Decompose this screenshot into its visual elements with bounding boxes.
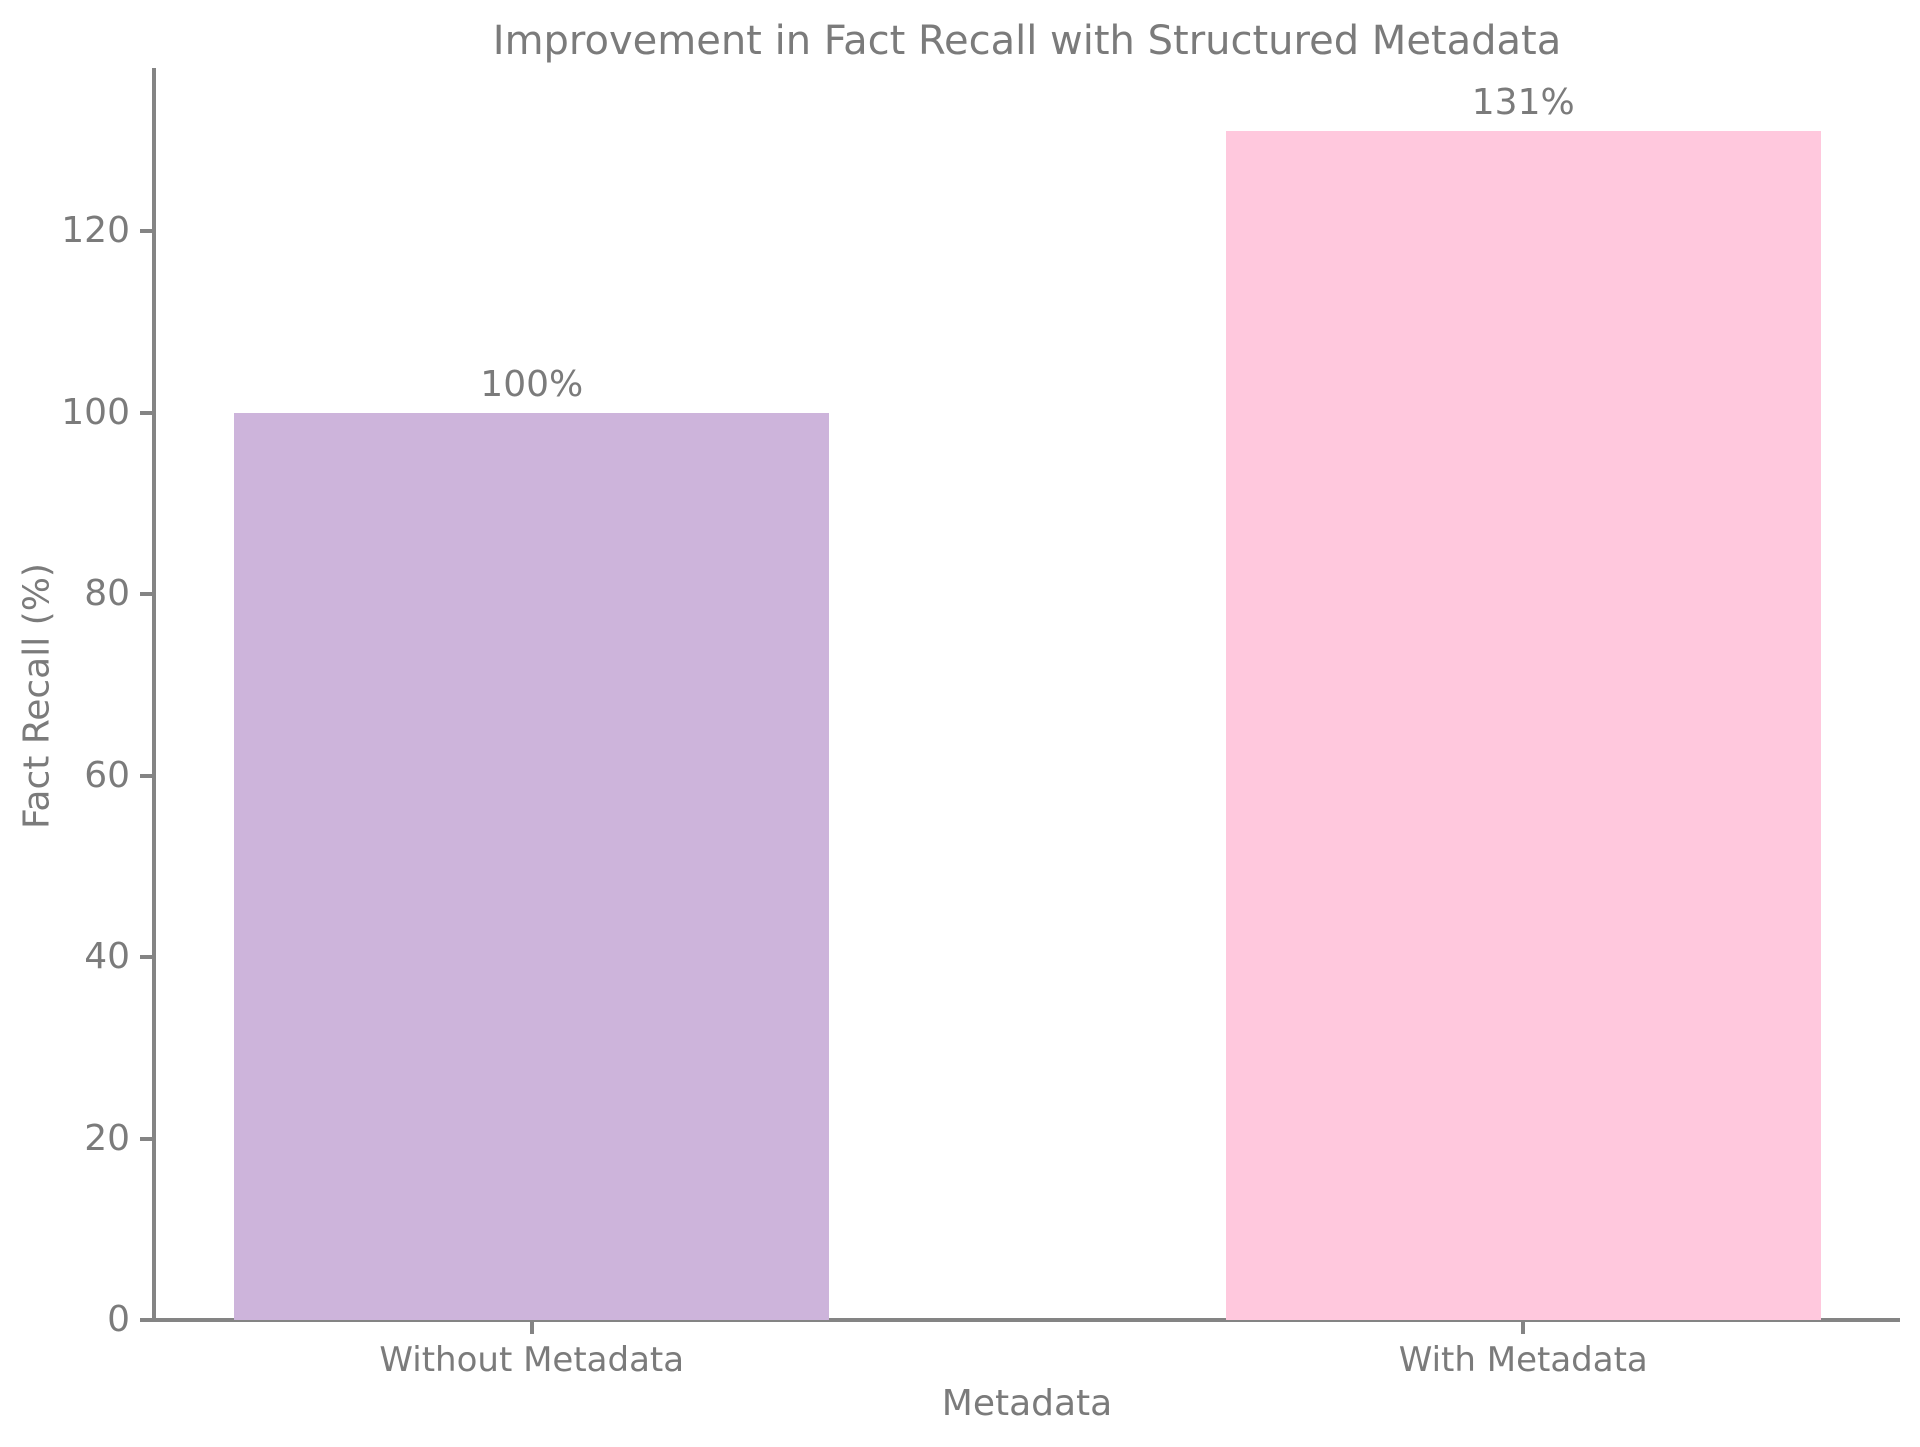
x-axis-label: Metadata bbox=[941, 1383, 1113, 1424]
bar-value-label: 131% bbox=[1471, 82, 1575, 124]
x-tick-label: Without Metadata bbox=[379, 1340, 685, 1380]
y-tick-mark bbox=[140, 592, 152, 597]
x-tick-mark bbox=[1521, 1322, 1526, 1334]
y-tick-mark bbox=[140, 955, 152, 960]
chart-title: Improvement in Fact Recall with Structur… bbox=[492, 18, 1562, 64]
x-axis-spine bbox=[152, 1318, 1900, 1322]
y-tick-label: 80 bbox=[84, 573, 130, 615]
x-tick-mark bbox=[529, 1322, 534, 1334]
y-axis-label: Fact Recall (%) bbox=[16, 563, 58, 829]
y-tick-mark bbox=[140, 229, 152, 234]
y-tick-mark bbox=[140, 773, 152, 778]
y-tick-label: 40 bbox=[84, 936, 130, 978]
y-tick-mark bbox=[140, 410, 152, 415]
y-tick-label: 120 bbox=[61, 210, 130, 252]
bar-with-metadata bbox=[1225, 131, 1821, 1320]
y-tick-label: 100 bbox=[61, 391, 130, 433]
bar-value-label: 100% bbox=[480, 363, 584, 405]
y-tick-mark bbox=[140, 1136, 152, 1141]
bar-without-metadata bbox=[234, 412, 830, 1320]
y-tick-mark bbox=[140, 1318, 152, 1322]
y-tick-label: 60 bbox=[84, 754, 130, 796]
x-tick-label: With Metadata bbox=[1398, 1340, 1648, 1380]
y-tick-label: 0 bbox=[107, 1299, 130, 1340]
y-tick-label: 20 bbox=[84, 1117, 130, 1159]
y-axis-spine bbox=[152, 68, 156, 1322]
